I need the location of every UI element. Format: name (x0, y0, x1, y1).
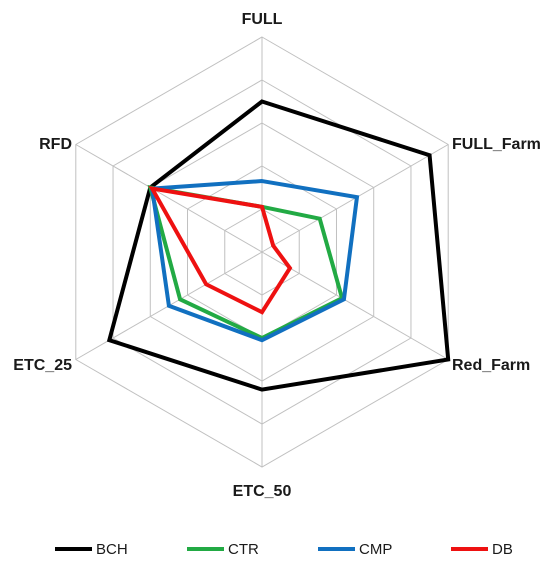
axis-label-etc-25: ETC_25 (13, 357, 72, 374)
axis-label-full-farm: FULL_Farm (452, 136, 541, 153)
spoke-rfd (75, 144, 263, 253)
axis-label-red-farm: Red_Farm (452, 357, 530, 374)
legend-label-db: DB (492, 541, 513, 558)
axis-labels: FULL FULL_Farm Red_Farm ETC_50 ETC_25 RFD (13, 11, 541, 500)
legend-label-cmp: CMP (359, 541, 392, 558)
axis-label-rfd: RFD (39, 136, 72, 153)
radar-series (106, 99, 451, 392)
legend-label-bch: BCH (96, 541, 128, 558)
spoke-red-farm (261, 251, 449, 360)
series-db (148, 185, 293, 315)
axis-label-etc-50: ETC_50 (233, 483, 292, 500)
axis-label-full: FULL (242, 11, 283, 28)
legend-label-ctr: CTR (228, 541, 259, 558)
radar-grid (75, 36, 449, 468)
legend: BCH CTR CMP DB (55, 541, 513, 558)
